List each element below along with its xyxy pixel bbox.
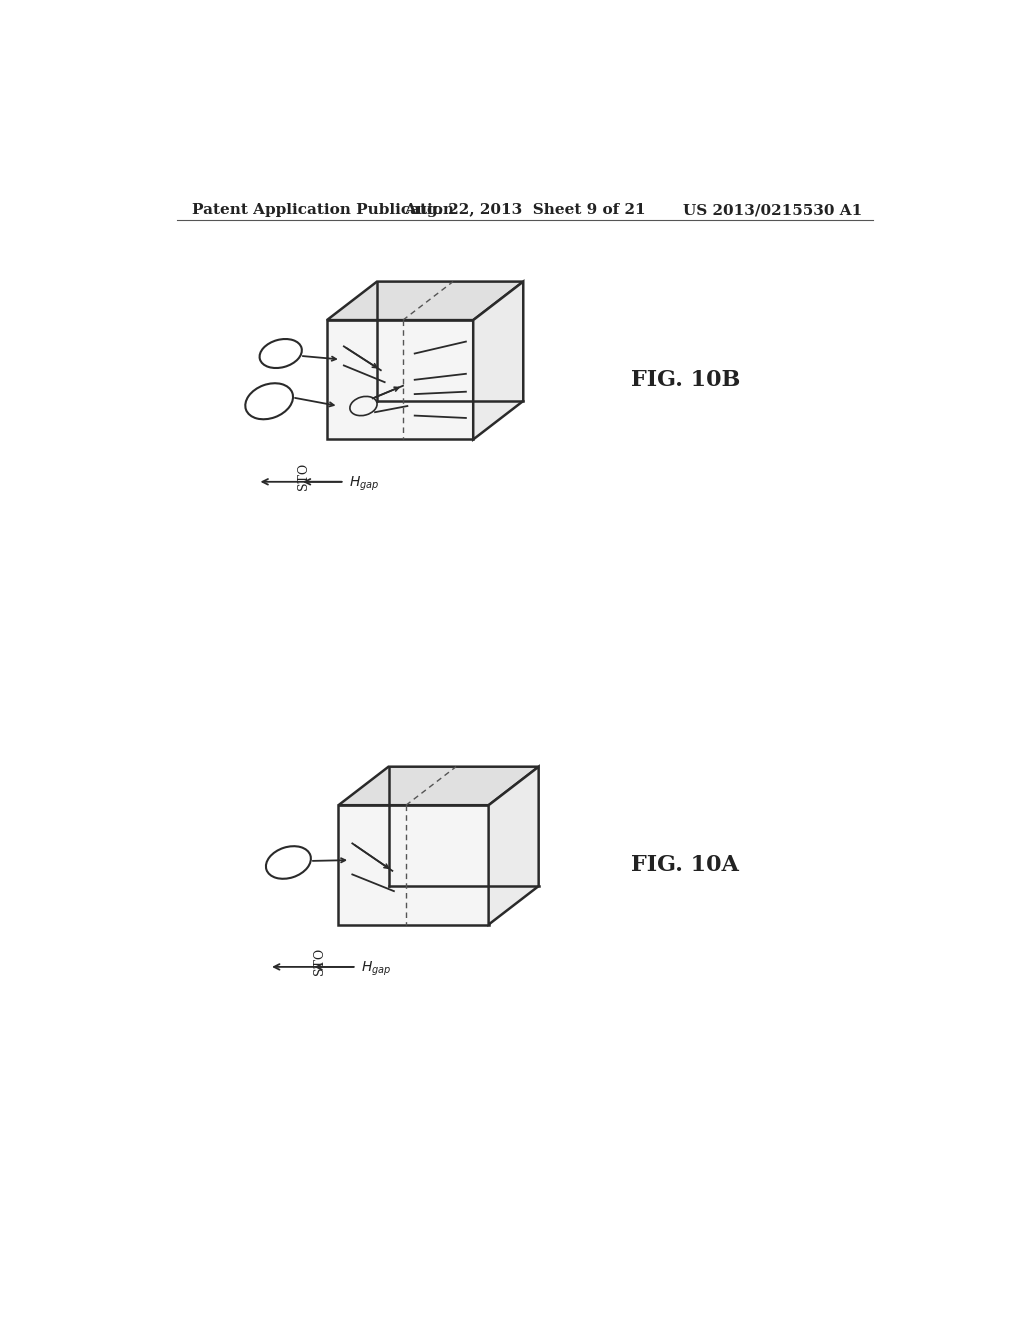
Text: $H_{gap}$: $H_{gap}$ [349, 475, 379, 494]
Polygon shape [488, 767, 539, 924]
Polygon shape [327, 321, 473, 440]
Text: STO: STO [297, 462, 310, 490]
Text: $H_{gap}$: $H_{gap}$ [361, 960, 391, 978]
Polygon shape [473, 281, 523, 440]
Text: FIG. 10B: FIG. 10B [631, 368, 740, 391]
Text: US 2013/0215530 A1: US 2013/0215530 A1 [683, 203, 862, 216]
Text: STO: STO [312, 948, 326, 975]
Text: Aug. 22, 2013  Sheet 9 of 21: Aug. 22, 2013 Sheet 9 of 21 [404, 203, 645, 216]
Polygon shape [327, 281, 523, 321]
Text: FIG. 10A: FIG. 10A [631, 854, 739, 876]
Text: Patent Application Publication: Patent Application Publication [193, 203, 455, 216]
Polygon shape [339, 805, 488, 924]
Polygon shape [339, 767, 539, 805]
